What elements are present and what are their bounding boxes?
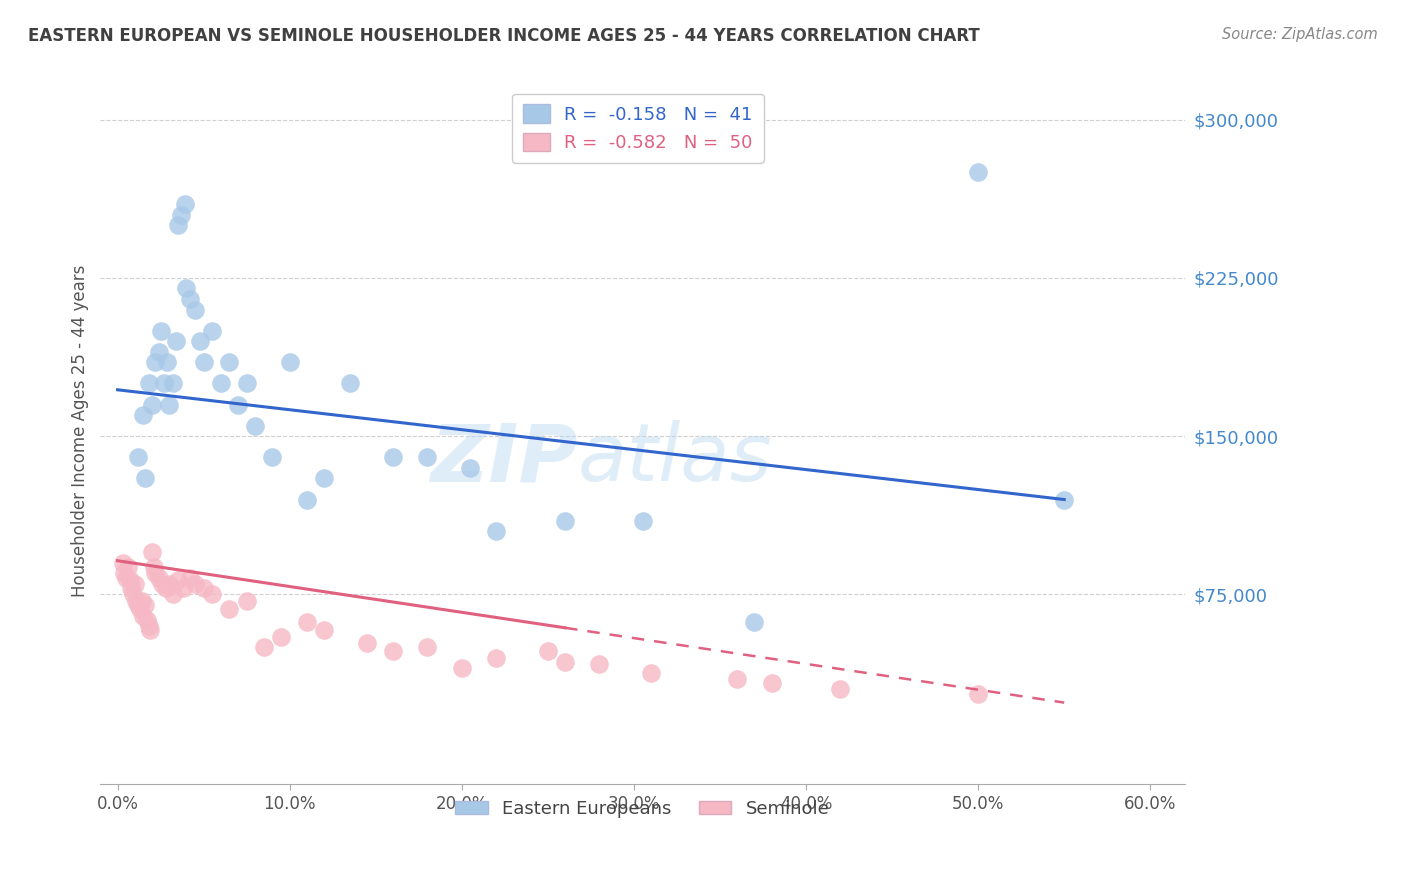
Point [416,640,439,655]
Point [157,398,180,412]
Point [114,566,136,581]
Point [176,281,198,295]
Point [193,355,215,369]
Text: Source: ZipAtlas.com: Source: ZipAtlas.com [1222,27,1378,42]
Text: atlas: atlas [578,420,772,499]
Point [138,619,160,633]
Point [1053,492,1076,507]
Point [201,587,224,601]
Text: EASTERN EUROPEAN VS SEMINOLE HOUSEHOLDER INCOME AGES 25 - 44 YEARS CORRELATION C: EASTERN EUROPEAN VS SEMINOLE HOUSEHOLDER… [28,27,980,45]
Point [339,376,361,391]
Point [537,644,560,658]
Point [173,197,195,211]
Point [129,602,152,616]
Point [184,577,207,591]
Y-axis label: Householder Income Ages 25 - 44 years: Householder Income Ages 25 - 44 years [72,265,89,597]
Point [314,471,336,485]
Point [295,615,318,629]
Point [460,461,482,475]
Point [145,355,167,369]
Point [115,571,138,585]
Point [127,598,149,612]
Point [120,581,142,595]
Point [270,630,292,644]
Point [235,594,257,608]
Point [830,682,852,697]
Point [166,573,188,587]
Point [201,324,224,338]
Point [218,355,240,369]
Point [150,577,173,591]
Point [314,624,336,638]
Point [153,376,176,391]
Point [166,218,188,232]
Point [295,492,318,507]
Point [170,208,193,222]
Point [134,598,156,612]
Point [131,594,153,608]
Point [218,602,240,616]
Point [157,577,180,591]
Point [132,408,155,422]
Point [118,573,141,587]
Point [262,450,284,465]
Point [554,655,576,669]
Point [631,514,654,528]
Point [122,587,145,601]
Point [725,672,748,686]
Point [588,657,610,672]
Point [209,376,232,391]
Point [381,644,404,658]
Point [278,355,301,369]
Point [967,165,990,179]
Point [245,418,267,433]
Point [179,292,201,306]
Point [125,594,148,608]
Point [132,608,155,623]
Point [356,636,378,650]
Point [156,355,179,369]
Point [148,344,170,359]
Point [162,376,184,391]
Point [416,450,439,465]
Point [141,398,163,412]
Point [117,560,139,574]
Point [640,665,662,680]
Point [135,613,157,627]
Point [127,450,149,465]
Legend: Eastern Europeans, Seminole: Eastern Europeans, Seminole [449,792,837,825]
Point [155,581,177,595]
Point [148,571,170,585]
Point [188,334,211,349]
Point [226,398,249,412]
Point [142,560,165,574]
Point [744,615,766,629]
Point [761,676,783,690]
Point [124,577,146,591]
Point [134,471,156,485]
Point [138,376,160,391]
Point [111,556,134,570]
Point [253,640,276,655]
Point [141,545,163,559]
Point [235,376,257,391]
Point [179,571,201,585]
Point [139,624,162,638]
Point [381,450,404,465]
Point [485,650,508,665]
Point [172,581,194,595]
Point [193,581,215,595]
Point [162,587,184,601]
Point [554,514,576,528]
Point [485,524,508,538]
Text: ZIP: ZIP [430,420,578,499]
Point [149,324,172,338]
Point [184,302,207,317]
Point [145,566,167,581]
Point [165,334,187,349]
Point [450,661,472,675]
Point [967,687,990,701]
